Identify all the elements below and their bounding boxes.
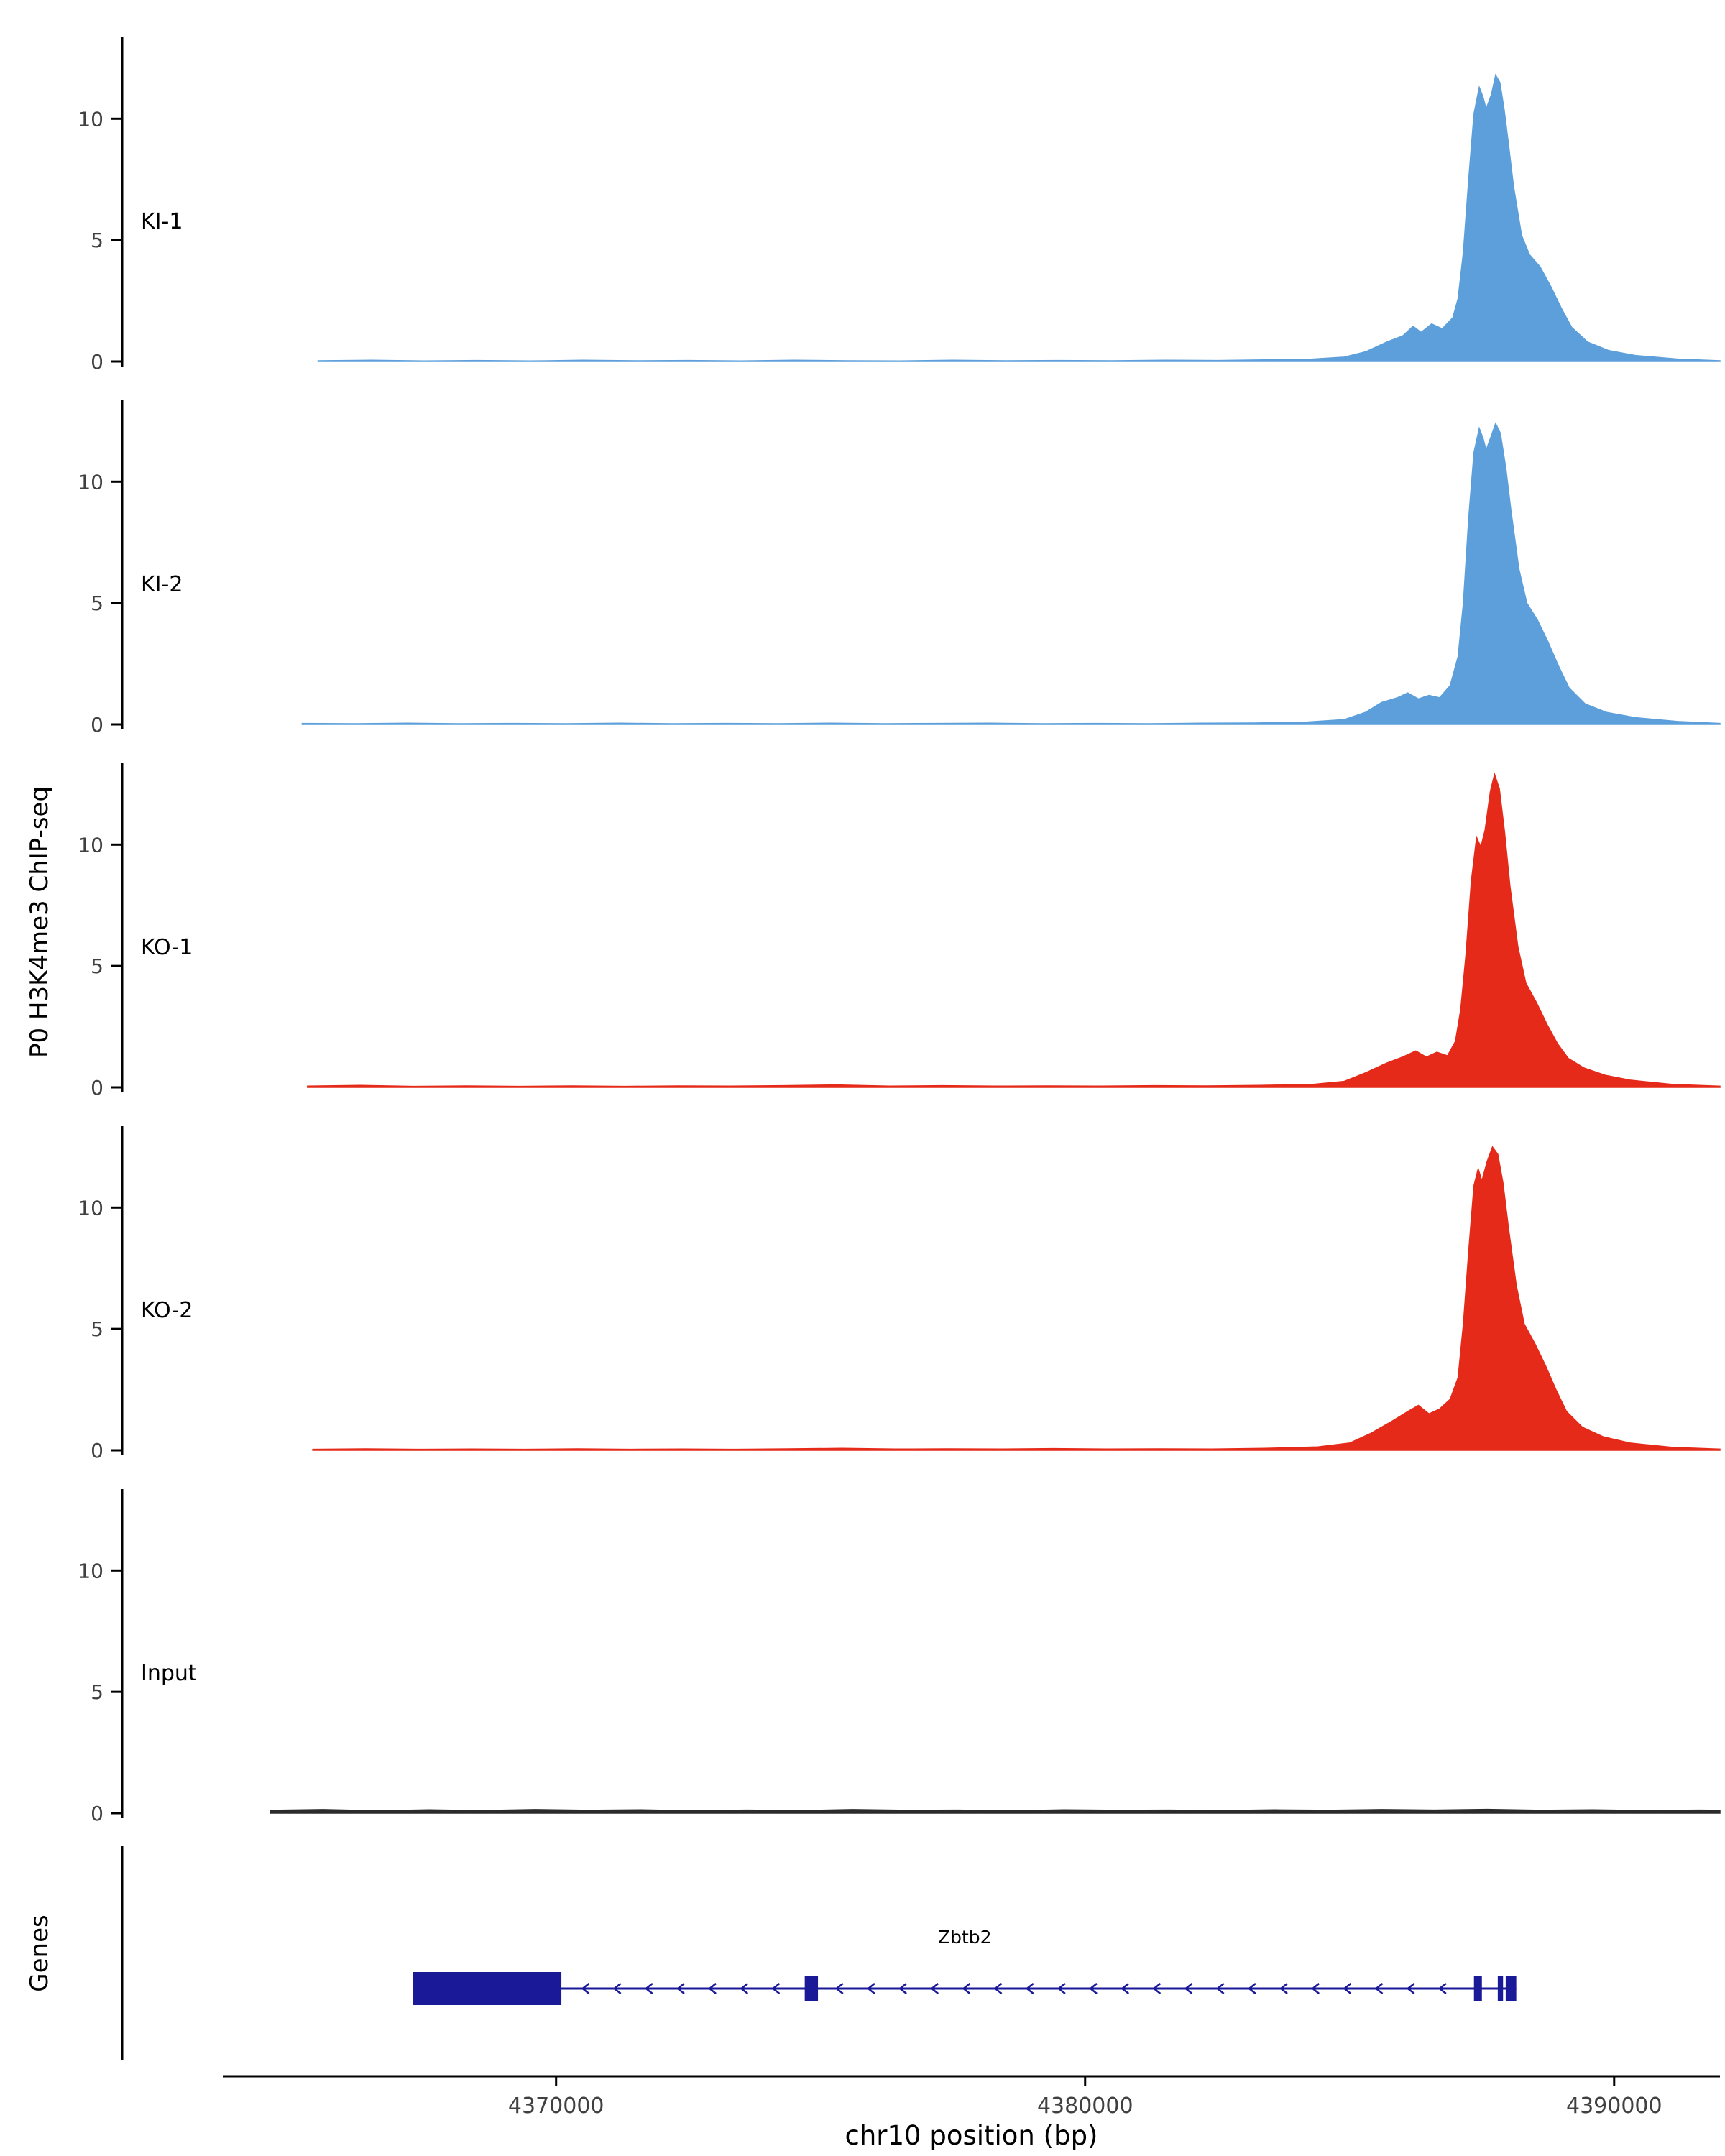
y-tick-label: 0 <box>91 1076 104 1100</box>
strand-arrow <box>1406 1983 1415 1994</box>
signal-tracks: 0 5 10 KI-1 0 5 10 KI-2 0 5 10 KO-1 0 5 10 KO-2 0 5 10… <box>0 13 1725 1828</box>
y-tick-label: 5 <box>91 954 104 978</box>
strand-arrow <box>993 1983 1003 1994</box>
strand-arrow <box>1247 1983 1256 1994</box>
gene-exon <box>804 1976 819 2001</box>
y-tick-label: 0 <box>91 350 104 374</box>
y-tick-label: 0 <box>91 713 104 737</box>
track-svg-Input: 0 5 10 Input <box>78 1489 1721 1825</box>
track-svg-KI-2: 0 5 10 KI-2 <box>78 400 1721 737</box>
track-label: KI-2 <box>141 572 183 597</box>
strand-arrow <box>962 1983 971 1994</box>
y-tick-label: 10 <box>78 107 104 131</box>
strand-arrow <box>1121 1983 1130 1994</box>
strand-arrow <box>676 1983 685 1994</box>
strand-arrow <box>612 1983 622 1994</box>
y-tick-label: 10 <box>78 833 104 857</box>
track-panel-ko1: 0 5 10 KO-1 <box>0 739 1725 1102</box>
y-tick-label: 10 <box>78 470 104 494</box>
strand-arrow <box>1343 1983 1352 1994</box>
y-tick-label: 5 <box>91 1680 104 1704</box>
coverage-area-KO-2 <box>312 1146 1721 1451</box>
x-tick-label: 4370000 <box>508 2093 604 2119</box>
gene-exon <box>1497 1976 1504 2001</box>
strand-arrow <box>930 1983 939 1994</box>
strand-arrow <box>1438 1983 1447 1994</box>
strand-arrow <box>1279 1983 1288 1994</box>
gene-exon <box>1505 1976 1517 2001</box>
gene-exon <box>1473 1976 1482 2001</box>
coverage-area-KO-1 <box>307 772 1721 1088</box>
x-axis-title: chr10 position (bp) <box>845 2120 1098 2151</box>
strand-arrow <box>1152 1983 1162 1994</box>
y-tick-label: 0 <box>91 1439 104 1462</box>
strand-arrow <box>866 1983 875 1994</box>
genes-svg: Zbtb2 <box>121 1846 1517 2060</box>
coverage-area-KI-1 <box>317 73 1721 362</box>
coverage-area-KI-2 <box>301 422 1721 725</box>
strand-arrow <box>740 1983 749 1994</box>
x-axis-svg: 4370000 4380000 4390000 <box>223 2075 1720 2119</box>
track-svg-KI-1: 0 5 10 KI-1 <box>78 37 1721 374</box>
track-panel-ko2: 0 5 10 KO-2 <box>0 1102 1725 1465</box>
strand-arrow <box>1374 1983 1384 1994</box>
strand-arrow <box>898 1983 907 1994</box>
track-label: KO-1 <box>141 935 193 960</box>
strand-arrow <box>771 1983 781 1994</box>
x-tick-label: 4390000 <box>1566 2093 1662 2119</box>
y-tick-label: 0 <box>91 1802 104 1825</box>
strand-arrow <box>644 1983 653 1994</box>
gene-utr-box <box>413 1972 562 2005</box>
y-tick-label: 5 <box>91 591 104 615</box>
track-label: KO-2 <box>141 1298 193 1323</box>
strand-arrow <box>834 1983 844 1994</box>
y-tick-label: 10 <box>78 1559 104 1583</box>
gene-name-label: Zbtb2 <box>938 1927 992 1948</box>
y-tick-label: 10 <box>78 1196 104 1220</box>
x-tick-label: 4380000 <box>1037 2093 1133 2119</box>
strand-arrow <box>1057 1983 1066 1994</box>
track-label: KI-1 <box>141 209 183 234</box>
strand-arrow <box>1184 1983 1193 1994</box>
y-tick-label: 5 <box>91 229 104 252</box>
genes-panel: Zbtb2 <box>0 1834 1725 2071</box>
strand-arrow <box>1311 1983 1320 1994</box>
strand-arrow <box>1025 1983 1034 1994</box>
coverage-area-Input <box>270 1808 1721 1814</box>
strand-arrow <box>1215 1983 1225 1994</box>
track-label: Input <box>141 1661 197 1686</box>
track-svg-KO-2: 0 5 10 KO-2 <box>78 1126 1721 1462</box>
strand-arrow <box>708 1983 717 1994</box>
strand-arrow <box>1089 1983 1098 1994</box>
track-panel-ki1: 0 5 10 KI-1 <box>0 13 1725 376</box>
track-panel-input: 0 5 10 Input <box>0 1465 1725 1828</box>
y-tick-label: 5 <box>91 1317 104 1341</box>
track-svg-KO-1: 0 5 10 KO-1 <box>78 763 1721 1100</box>
strand-arrow <box>581 1983 590 1994</box>
x-axis: 4370000 4380000 4390000 <box>0 2073 1725 2123</box>
track-panel-ki2: 0 5 10 KI-2 <box>0 376 1725 739</box>
